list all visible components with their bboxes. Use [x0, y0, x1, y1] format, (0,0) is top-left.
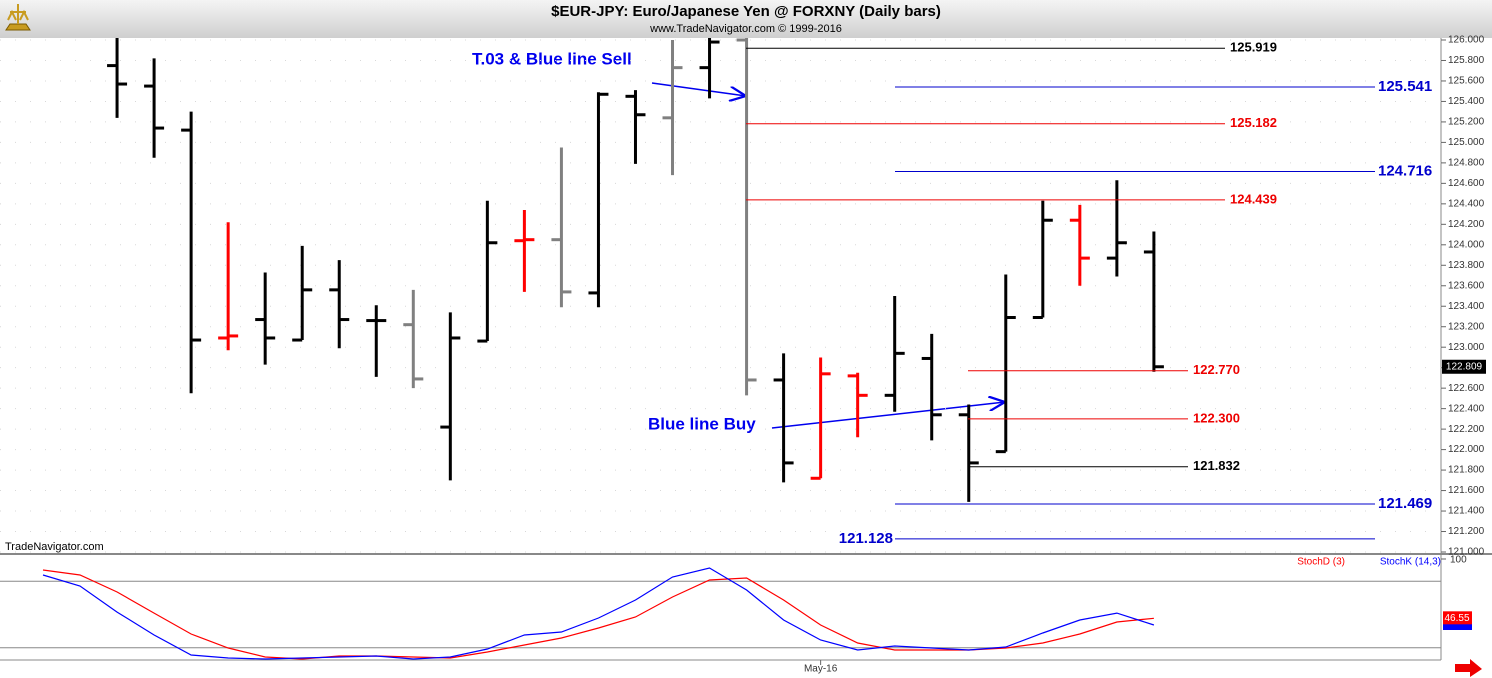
header-bar — [0, 0, 1492, 38]
legend-label: StochD (3) — [1297, 557, 1345, 568]
y-tick-label: 124.800 — [1448, 158, 1485, 169]
y-tick-label: 124.600 — [1448, 178, 1485, 189]
level-label: 125.541 — [1378, 78, 1432, 95]
level-label: 121.469 — [1378, 495, 1432, 512]
y-tick-label: 124.200 — [1448, 219, 1485, 230]
legend-label: StochK (14,3) — [1380, 557, 1441, 568]
stoch-line — [42, 569, 1154, 660]
y-tick-label: 121.000 — [1448, 547, 1485, 558]
y-tick-label: 122.600 — [1448, 383, 1485, 394]
y-tick-label: 125.600 — [1448, 76, 1485, 87]
price-plot — [0, 38, 1441, 553]
y-tick-label: 121.600 — [1448, 485, 1485, 496]
y-tick-label: 122.400 — [1448, 403, 1485, 414]
x-tick-label: May-16 — [804, 664, 838, 675]
y-tick-label: 123.600 — [1448, 280, 1485, 291]
last-price-label: 122.809 — [1446, 361, 1483, 372]
level-label: 122.770 — [1193, 362, 1240, 377]
value-box — [1443, 620, 1472, 630]
y-tick-label: 125.400 — [1448, 96, 1485, 107]
y-tick-label: 125.000 — [1448, 137, 1485, 148]
level-label: 121.832 — [1193, 458, 1240, 473]
chart-title: $EUR-JPY: Euro/Japanese Yen @ FORXNY (Da… — [551, 3, 941, 20]
logo — [5, 4, 31, 31]
y-tick-label: 121.400 — [1448, 506, 1485, 517]
level-label: 125.182 — [1230, 115, 1277, 130]
y-tick-label: 123.800 — [1448, 260, 1485, 271]
annotation: Blue line Buy — [648, 414, 756, 433]
stoch-line — [42, 567, 1155, 660]
y-tick-label: 122.000 — [1448, 444, 1485, 455]
annotation: T.03 & Blue line Sell — [472, 49, 632, 68]
y-tick-label: 126.000 — [1448, 35, 1485, 46]
value-label: 46.55 — [1444, 613, 1469, 624]
y-tick-label: 123.200 — [1448, 321, 1485, 332]
chart-subtitle: www.TradeNavigator.com © 1999-2016 — [649, 23, 842, 35]
scroll-arrow[interactable] — [1455, 659, 1482, 677]
level-label: 125.919 — [1230, 40, 1277, 55]
level-label: 121.128 — [839, 530, 893, 547]
y-tick-label: 123.000 — [1448, 342, 1485, 353]
y-tick-label: 124.000 — [1448, 239, 1485, 250]
value-box — [1443, 611, 1472, 625]
y-tick-label: 125.200 — [1448, 117, 1485, 128]
y-tick-label: 100 — [1450, 555, 1467, 566]
annotation-arrow — [771, 402, 1005, 429]
y-tick-label: 123.400 — [1448, 301, 1485, 312]
last-price-box — [1442, 359, 1486, 374]
y-tick-label: 122.200 — [1448, 424, 1485, 435]
level-label: 122.300 — [1193, 410, 1240, 425]
level-label: 124.439 — [1230, 191, 1277, 206]
y-tick-label: 121.800 — [1448, 465, 1485, 476]
price-panel — [0, 38, 1441, 553]
level-label: 124.716 — [1378, 162, 1432, 179]
y-tick-label: 124.400 — [1448, 198, 1485, 209]
y-tick-label: 125.800 — [1448, 55, 1485, 66]
y-tick-label: 121.200 — [1448, 526, 1485, 537]
annotation-arrow — [651, 82, 746, 96]
watermark: TradeNavigator.com — [5, 541, 104, 553]
